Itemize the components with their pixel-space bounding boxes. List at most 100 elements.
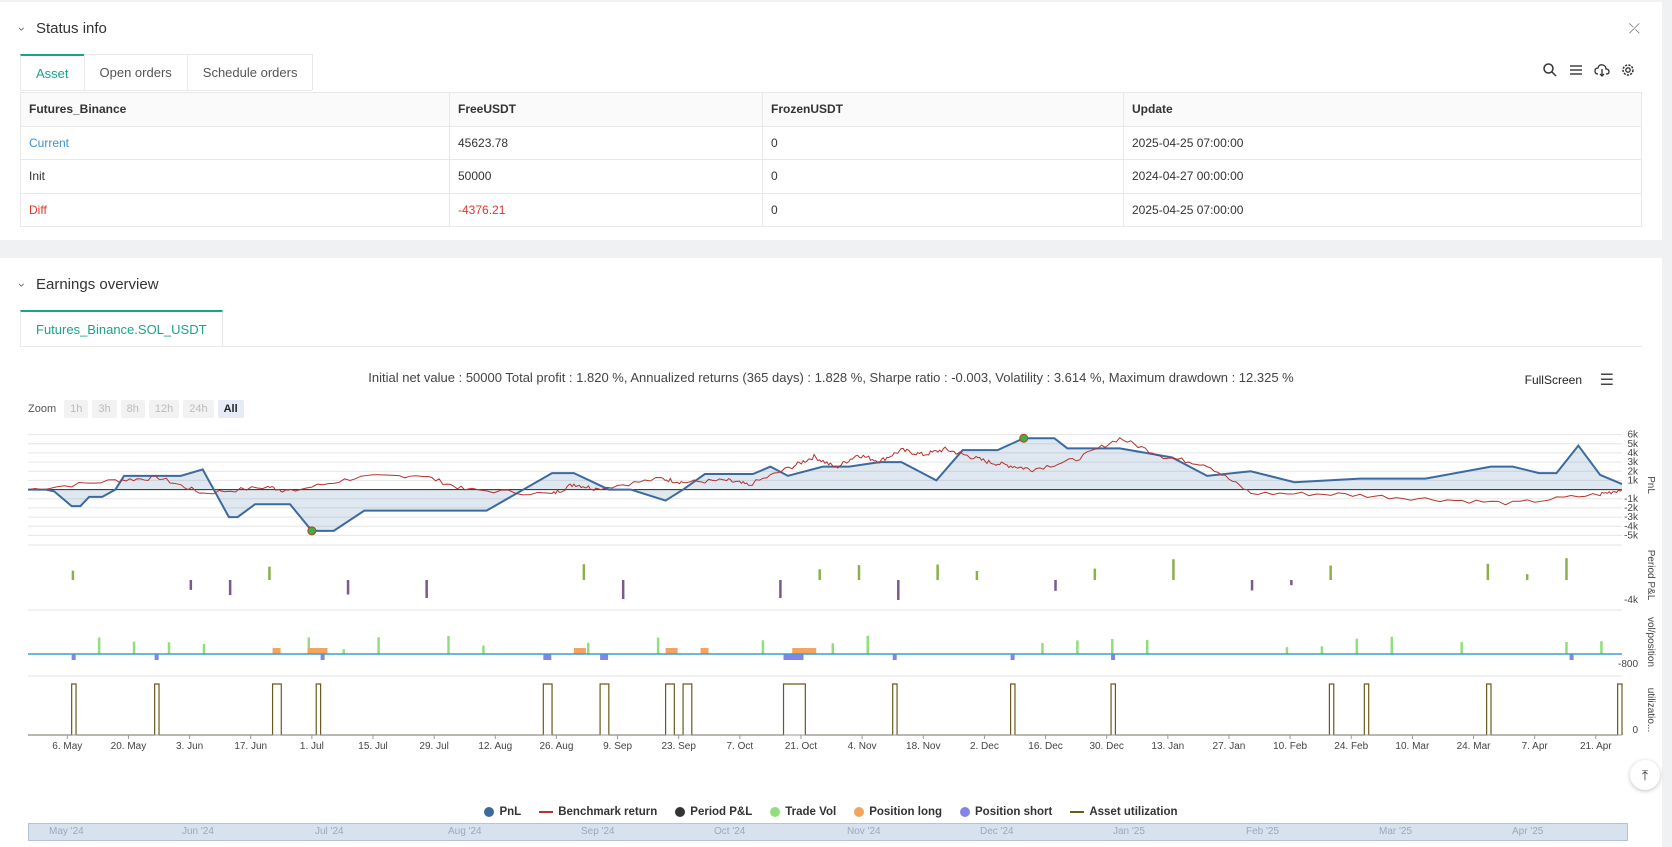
- pnl-area: [28, 438, 1622, 531]
- cell-value: 45623.78: [449, 125, 763, 160]
- trade-vol-bar: [97, 637, 101, 654]
- list-icon[interactable]: [1568, 62, 1584, 78]
- benchmark-line: [27, 436, 1623, 506]
- position-long-bar: [307, 648, 328, 654]
- zoom-1h[interactable]: 1h: [64, 400, 89, 418]
- legend-period-pnl[interactable]: Period P&L: [675, 806, 752, 818]
- max-marker: [1019, 433, 1029, 443]
- period-pnl-bar: [779, 580, 782, 599]
- legend-position-short[interactable]: Position short: [960, 806, 1052, 818]
- period-pnl-bar: [1565, 558, 1568, 580]
- tab-open-orders[interactable]: Open orders: [83, 54, 188, 90]
- x-tick-label: 26. Aug: [539, 741, 573, 752]
- x-tick-label: 24. Mar: [1457, 741, 1492, 752]
- legend-line-icon: [539, 811, 554, 813]
- period-pnl-bar: [346, 580, 350, 595]
- y-tick-label: 3k: [1627, 457, 1639, 468]
- cell-value: 2025-04-25 07:00:00: [1123, 192, 1642, 227]
- x-tick-label: 30. Dec: [1089, 741, 1123, 752]
- trade-vol-bar: [307, 637, 310, 654]
- table-row: Diff -4376.21 0 2025-04-25 07:00:00: [20, 192, 1642, 227]
- navigator-label: Mar '25: [1379, 826, 1413, 837]
- y-tick-label: -2k: [1624, 503, 1639, 514]
- zoom-3h[interactable]: 3h: [92, 400, 117, 418]
- x-tick-label: 29. Jul: [419, 741, 448, 752]
- position-long-bar: [665, 648, 678, 654]
- help-icon[interactable]: ⤒: [1630, 760, 1660, 790]
- position-short-bar: [783, 654, 804, 660]
- earnings-panel: › Earnings overview Futures_Binance.SOL_…: [0, 258, 1662, 847]
- tab-asset[interactable]: Asset: [20, 54, 85, 90]
- zoom-24h[interactable]: 24h: [183, 400, 214, 418]
- legend-position-long[interactable]: Position long: [854, 806, 942, 818]
- x-tick-label: 10. Mar: [1395, 741, 1430, 752]
- period-pnl-bar: [1172, 559, 1175, 580]
- gear-icon[interactable]: [1620, 62, 1636, 78]
- tab-sol-usdt[interactable]: Futures_Binance.SOL_USDT: [20, 310, 223, 346]
- position-short-bar: [1111, 654, 1116, 660]
- row-label-current[interactable]: Current: [20, 125, 450, 160]
- status-header[interactable]: › Status info: [15, 20, 107, 37]
- legend-dot-icon: [770, 807, 781, 817]
- x-tick-label: 6. May: [52, 741, 82, 752]
- period-pnl-bar: [582, 564, 586, 580]
- x-tick-label: 2. Dec: [970, 741, 999, 752]
- fullscreen-button[interactable]: FullScreen: [1524, 373, 1582, 387]
- y-tick-label: -4k: [1624, 521, 1639, 532]
- period-pnl-bar: [936, 564, 939, 580]
- y-tick-label: -4k: [1624, 595, 1639, 606]
- chevron-down-icon[interactable]: ›: [15, 282, 29, 287]
- position-long-bar: [700, 648, 709, 654]
- collapse-icon[interactable]: ⤫: [1628, 20, 1640, 36]
- legend-trade-vol[interactable]: Trade Vol: [770, 806, 836, 818]
- performance-summary: Initial net value : 50000 Total profit :…: [368, 370, 1294, 385]
- search-icon[interactable]: [1542, 62, 1558, 78]
- y-tick-label: 0: [1632, 725, 1638, 736]
- position-short-bar: [543, 654, 552, 660]
- cloud-download-icon[interactable]: [1594, 62, 1610, 78]
- legend-benchmark[interactable]: Benchmark return: [539, 806, 657, 818]
- zoom-8h[interactable]: 8h: [120, 400, 145, 418]
- navigator-label: May '24: [49, 826, 84, 837]
- chevron-down-icon[interactable]: ›: [15, 26, 29, 31]
- trade-vol-bar: [831, 643, 835, 654]
- pane-label-pnl: PnL: [1645, 476, 1656, 494]
- x-tick-label: 24. Feb: [1334, 741, 1368, 752]
- hamburger-menu-icon[interactable]: ☰: [1599, 372, 1614, 389]
- legend-label: Trade Vol: [785, 806, 837, 818]
- zoom-bar: Zoom 1h 3h 8h 12h 24h All: [28, 400, 244, 418]
- navigator-label: Jan '25: [1113, 826, 1145, 837]
- status-panel: › Status info ⤫ Asset Open orders Schedu…: [0, 2, 1662, 240]
- period-pnl-bar: [189, 580, 193, 590]
- legend-pnl[interactable]: PnL: [484, 806, 521, 818]
- y-tick-label: 1k: [1627, 475, 1639, 486]
- pane-label-vol: vol/position: [1645, 617, 1656, 667]
- trade-vol-bar: [1041, 643, 1044, 654]
- position-short-bar: [1010, 654, 1015, 660]
- y-tick-label: -800: [1618, 659, 1638, 670]
- x-tick-label: 13. Jan: [1151, 741, 1184, 752]
- trade-vol-bar: [1390, 636, 1394, 654]
- position-short-bar: [71, 654, 76, 660]
- zoom-12h[interactable]: 12h: [148, 400, 180, 418]
- time-navigator[interactable]: May '24 Jun '24 Jul '24 Aug '24 Sep '24 Oct '…: [28, 823, 1628, 841]
- pane-label-period: Period P&L: [1645, 550, 1656, 601]
- legend-label: PnL: [499, 806, 522, 818]
- earnings-chart[interactable]: 6k5k4k3k2k1k-1k-2k-3k-4k-5kPnL-4kPeriod …: [0, 420, 1662, 804]
- zoom-all[interactable]: All: [217, 400, 244, 418]
- x-tick-label: 21. Apr: [1580, 741, 1612, 752]
- trade-vol-bar: [656, 637, 660, 654]
- tab-schedule-orders[interactable]: Schedule orders: [186, 54, 314, 90]
- x-tick-label: 27. Jan: [1213, 741, 1246, 752]
- trade-vol-bar: [1320, 646, 1324, 654]
- table-row: Init 50000 0 2024-04-27 00:00:00: [20, 159, 1642, 194]
- utilization-line: [28, 683, 1623, 736]
- period-pnl-bar: [897, 580, 900, 600]
- legend-dot-icon: [960, 807, 971, 817]
- position-short-bar: [892, 654, 897, 660]
- earnings-header[interactable]: › Earnings overview: [15, 276, 159, 293]
- legend-asset-utilization[interactable]: Asset utilization: [1070, 806, 1178, 818]
- min-marker: [307, 526, 317, 536]
- x-tick-label: 16. Dec: [1028, 741, 1062, 752]
- legend-line-icon: [1070, 811, 1085, 813]
